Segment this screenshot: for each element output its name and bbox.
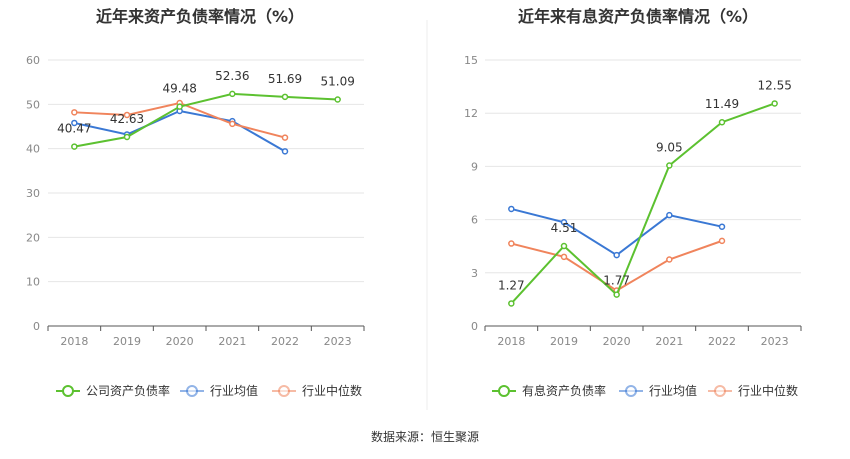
chart-panel-2: 近年来有息资产负债率情况（%） 0 3 6 9 12 15 2018 2019 2020 2021 2… bbox=[464, 7, 802, 398]
legend-swatch-marker bbox=[62, 385, 74, 397]
data-point-industry_avg[interactable] bbox=[71, 119, 78, 127]
legend-item-industry_avg[interactable]: 行业均值 bbox=[180, 383, 258, 398]
x-tick-label: 2020 bbox=[603, 335, 631, 348]
data-label: 51.09 bbox=[320, 75, 354, 89]
data-source-footer: 数据来源：恒生聚源 bbox=[370, 430, 479, 444]
data-label: 1.27 bbox=[498, 278, 525, 292]
legend-label: 有息资产负债率 bbox=[522, 383, 606, 398]
data-point-company[interactable] bbox=[560, 242, 568, 250]
chart-title: 近年来有息资产负债率情况（%） bbox=[518, 7, 758, 26]
data-label: 42.63 bbox=[110, 112, 144, 126]
data-label: 52.36 bbox=[215, 69, 249, 83]
x-tick-label: 2023 bbox=[761, 335, 789, 348]
data-point-industry_median[interactable] bbox=[281, 134, 289, 141]
data-point-company[interactable] bbox=[281, 93, 289, 101]
data-label: 11.49 bbox=[705, 97, 739, 111]
series-line-industry_avg bbox=[74, 109, 286, 153]
x-tick-label: 2020 bbox=[166, 335, 194, 348]
series-line-company bbox=[510, 102, 776, 305]
legend-item-industry_median[interactable]: 行业中位数 bbox=[708, 383, 798, 398]
data-point-company[interactable] bbox=[71, 143, 78, 150]
legend-swatch-marker bbox=[625, 385, 637, 397]
data-point-industry_median[interactable] bbox=[71, 109, 78, 116]
legend-swatch-marker bbox=[714, 385, 726, 397]
y-tick-label: 60 bbox=[26, 54, 40, 67]
data-label: 1.77 bbox=[603, 274, 630, 288]
y-tick-label: 0 bbox=[33, 320, 40, 333]
x-tick-label: 2019 bbox=[550, 335, 578, 348]
legend-label: 公司资产负债率 bbox=[86, 383, 170, 398]
y-tick-label: 40 bbox=[26, 143, 40, 156]
data-label: 49.48 bbox=[162, 82, 196, 96]
y-tick-label: 15 bbox=[464, 54, 478, 67]
legend-swatch-marker bbox=[278, 385, 290, 397]
x-tick-label: 2018 bbox=[497, 335, 525, 348]
y-tick-label: 50 bbox=[26, 98, 40, 111]
legend-label: 行业中位数 bbox=[302, 383, 362, 398]
legend-label: 行业均值 bbox=[649, 383, 697, 398]
data-point-industry_avg[interactable] bbox=[666, 211, 673, 219]
data-label: 40.47 bbox=[57, 122, 91, 136]
x-tick-label: 2023 bbox=[324, 335, 352, 348]
data-point-company[interactable] bbox=[718, 118, 726, 126]
data-point-industry_median[interactable] bbox=[560, 253, 568, 261]
data-point-industry_median[interactable] bbox=[123, 111, 131, 119]
data-label: 51.69 bbox=[268, 72, 302, 86]
y-tick-label: 3 bbox=[471, 267, 478, 280]
data-point-industry_avg[interactable] bbox=[613, 251, 620, 259]
x-tick-label: 2021 bbox=[218, 335, 246, 348]
data-point-industry_median[interactable] bbox=[508, 240, 515, 247]
legend-swatch-marker bbox=[186, 385, 198, 397]
data-point-company[interactable] bbox=[229, 90, 236, 98]
y-tick-label: 10 bbox=[26, 276, 40, 289]
y-tick-label: 20 bbox=[26, 231, 40, 244]
data-point-industry_median[interactable] bbox=[666, 256, 673, 263]
data-point-company[interactable] bbox=[508, 300, 515, 307]
legend-swatch-marker bbox=[498, 385, 510, 397]
data-point-industry_avg[interactable] bbox=[718, 223, 726, 230]
x-tick-label: 2022 bbox=[271, 335, 299, 348]
data-point-company[interactable] bbox=[334, 96, 341, 103]
data-point-industry_avg[interactable] bbox=[281, 148, 289, 155]
y-tick-label: 12 bbox=[464, 107, 478, 120]
y-tick-label: 30 bbox=[26, 187, 40, 200]
legend-item-company[interactable]: 公司资产负债率 bbox=[56, 383, 170, 398]
data-point-industry_avg[interactable] bbox=[508, 205, 515, 213]
chart-panel-1: 近年来资产负债率情况（%） 0 10 20 30 40 50 60 2018 2019 2020 20… bbox=[26, 7, 365, 398]
data-point-industry_median[interactable] bbox=[718, 237, 726, 245]
data-label: 4.51 bbox=[551, 221, 578, 235]
legend-item-industry_avg[interactable]: 行业均值 bbox=[619, 383, 697, 398]
series-line-industry_avg bbox=[511, 207, 723, 257]
x-tick-label: 2022 bbox=[708, 335, 736, 348]
legend-label: 行业中位数 bbox=[738, 383, 798, 398]
y-tick-label: 0 bbox=[471, 320, 478, 333]
x-tick-label: 2019 bbox=[113, 335, 141, 348]
legend-item-company[interactable]: 有息资产负债率 bbox=[492, 383, 606, 398]
data-point-company[interactable] bbox=[176, 103, 183, 110]
x-tick-label: 2018 bbox=[60, 335, 88, 348]
y-tick-label: 9 bbox=[471, 160, 478, 173]
data-point-industry_avg[interactable] bbox=[560, 219, 568, 226]
data-label: 9.05 bbox=[656, 141, 683, 155]
data-point-company[interactable] bbox=[613, 291, 620, 298]
data-point-company[interactable] bbox=[123, 133, 131, 141]
y-tick-label: 6 bbox=[471, 214, 478, 227]
legend-label: 行业均值 bbox=[210, 383, 258, 398]
x-tick-label: 2021 bbox=[655, 335, 683, 348]
data-point-industry_median[interactable] bbox=[229, 120, 236, 128]
chart-title: 近年来资产负债率情况（%） bbox=[96, 7, 304, 26]
data-label: 12.55 bbox=[757, 78, 791, 92]
data-point-company[interactable] bbox=[771, 100, 778, 107]
legend-item-industry_median[interactable]: 行业中位数 bbox=[272, 383, 362, 398]
series-line-company bbox=[74, 92, 338, 148]
data-point-company[interactable] bbox=[666, 162, 673, 169]
